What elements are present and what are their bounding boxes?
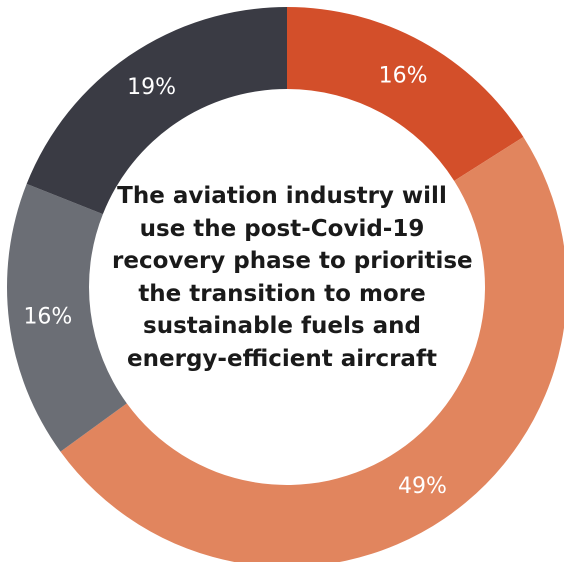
slice-label-3: 16%: [23, 305, 72, 330]
slice-label-2: 49%: [398, 474, 447, 499]
donut-slice-2: [60, 136, 564, 562]
center-text-line-6: energy-efficient aircraft: [127, 345, 437, 372]
center-text-line-4: the transition to more: [138, 280, 426, 307]
center-text: The aviation industry will use the post-…: [112, 180, 473, 375]
donut-slice-4: [26, 7, 287, 215]
center-text-line-1: The aviation industry will: [117, 183, 447, 209]
center-text-line-3: recovery phase to prioritise: [112, 248, 473, 274]
donut-slice-1: [287, 7, 524, 181]
donut-slice-3: [6, 183, 127, 452]
slice-label-4: 19%: [127, 75, 176, 100]
center-text-line-5: sustainable fuels and: [143, 313, 421, 339]
slice-label-1: 16%: [379, 63, 428, 88]
center-text-line-2: use the post-Covid-19: [139, 215, 425, 242]
